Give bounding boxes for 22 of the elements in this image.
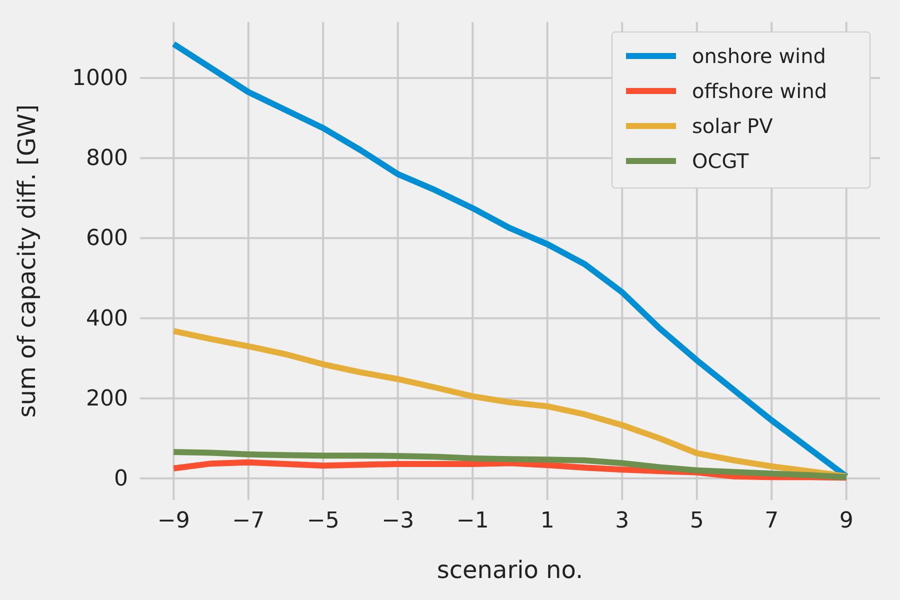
x-tick-label: −5 <box>306 508 340 534</box>
x-tick-label: 5 <box>690 508 704 534</box>
x-axis-title: scenario no. <box>436 556 584 584</box>
x-tick-label: −1 <box>456 508 489 534</box>
x-tick-label: 9 <box>839 508 854 534</box>
y-tick-label: 800 <box>86 146 128 172</box>
x-tick-label: 3 <box>615 508 630 534</box>
x-tick-label: 1 <box>540 508 554 534</box>
y-tick-label: 1000 <box>72 66 128 92</box>
x-tick-label: −9 <box>157 508 190 534</box>
y-axis-title: sum of capacity diff. [GW] <box>13 104 41 418</box>
y-tick-label: 0 <box>114 466 128 492</box>
legend-label: solar PV <box>692 114 774 138</box>
y-tick-label: 200 <box>86 386 128 412</box>
y-tick-label: 600 <box>86 226 128 252</box>
x-tick-label: −3 <box>382 508 414 534</box>
legend-label: onshore wind <box>692 44 826 68</box>
x-tick-label: −7 <box>232 508 265 534</box>
y-tick-label: 400 <box>86 306 128 332</box>
legend-label: offshore wind <box>692 79 828 103</box>
legend-label: OCGT <box>692 149 750 173</box>
x-tick-label: 7 <box>764 508 779 534</box>
